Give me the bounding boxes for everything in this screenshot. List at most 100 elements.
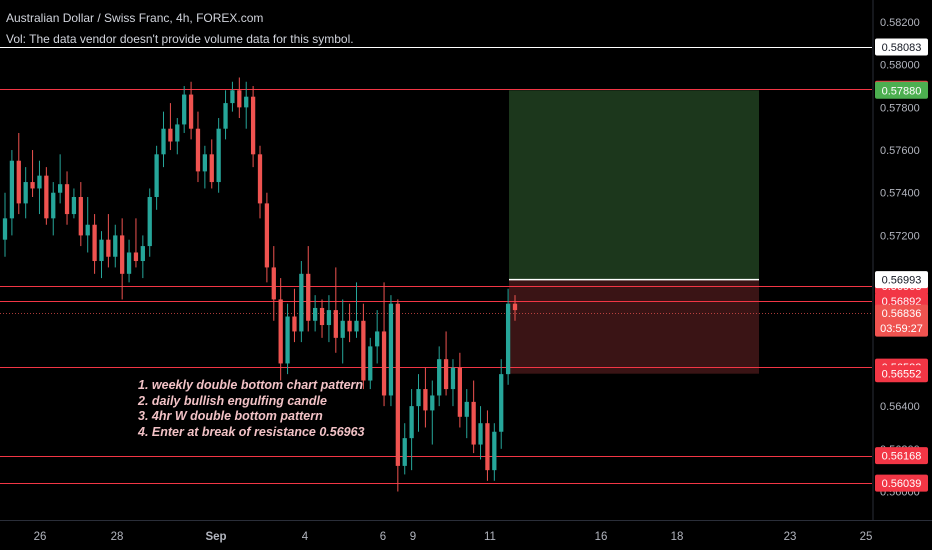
candle — [154, 145, 159, 210]
candle-body — [78, 196, 83, 236]
candle — [512, 295, 518, 321]
candle — [57, 154, 63, 204]
time-axis[interactable]: 26 28 Sep 4 6 9 11 16 18 23 25 — [0, 520, 932, 544]
last-price-box — [875, 304, 928, 337]
candle-body — [278, 299, 283, 364]
candle-body — [430, 395, 435, 411]
price-tick-label: 0.58200 — [880, 17, 920, 29]
candle — [126, 239, 132, 283]
candle-body — [202, 154, 208, 172]
candle — [99, 231, 104, 279]
candle — [333, 267, 338, 353]
candle — [209, 139, 214, 189]
candle-body — [37, 175, 42, 189]
candle — [443, 331, 449, 396]
candle-body — [216, 128, 221, 183]
level-badge-box — [875, 38, 928, 56]
time-tick-label: 9 — [410, 531, 416, 543]
candle — [423, 367, 428, 428]
candle — [457, 352, 463, 428]
candle-body — [312, 307, 318, 321]
time-tick-label: 4 — [302, 531, 309, 543]
candle-body — [381, 331, 387, 396]
candle-body — [57, 184, 63, 193]
candle-body — [409, 406, 414, 439]
candle — [416, 374, 421, 432]
candle-body — [464, 401, 469, 417]
candle — [485, 410, 490, 481]
candle — [175, 118, 180, 155]
level-badge: 0.56168 — [875, 447, 928, 465]
candle — [257, 145, 263, 219]
stop-badge-box — [875, 365, 928, 383]
candle-body — [154, 154, 159, 197]
candle-body — [250, 96, 256, 155]
candle — [381, 282, 387, 407]
candle-body — [140, 246, 145, 262]
entry-badge: 0.56993 — [875, 271, 928, 289]
note-line: 1. weekly double bottom chart pattern — [138, 378, 364, 392]
last-price-badge: 0.56836 03:59:27 — [875, 304, 928, 337]
candle-body — [237, 90, 242, 108]
candle-body — [92, 224, 97, 262]
level-badge-box — [875, 447, 928, 465]
candle-body — [195, 128, 201, 172]
candle — [182, 86, 187, 133]
candle-body — [51, 192, 56, 219]
candle-body — [64, 184, 70, 215]
candle-body — [492, 431, 497, 471]
candle-body — [126, 252, 132, 274]
candle — [161, 111, 166, 168]
candle — [23, 167, 28, 219]
candle-body — [16, 160, 21, 204]
candle-body — [161, 128, 166, 155]
candle-body — [402, 438, 407, 466]
level-badge: 0.56039 — [875, 474, 928, 492]
candle-body — [485, 423, 490, 471]
candle-body — [30, 182, 35, 189]
candle-body — [147, 196, 152, 247]
candle-body — [450, 367, 456, 390]
candle-body — [443, 359, 449, 390]
candle-body — [264, 203, 270, 268]
candle — [437, 346, 442, 407]
candle — [478, 406, 483, 460]
candle — [505, 288, 511, 385]
time-tick-label: Sep — [205, 531, 226, 543]
horizontal-levels — [0, 47, 872, 484]
level-badge-label: 0.56039 — [882, 478, 922, 490]
entry-badge-label: 0.56993 — [882, 275, 922, 287]
candle-body — [499, 374, 504, 432]
candle — [9, 150, 15, 236]
candle-body — [271, 267, 276, 300]
time-tick-label: 25 — [860, 531, 873, 543]
time-tick-label: 6 — [380, 531, 386, 543]
candle-body — [395, 303, 400, 466]
candle — [340, 299, 345, 364]
last-price-label: 0.56836 — [882, 308, 922, 320]
candle-body — [375, 331, 380, 347]
candle-body — [230, 90, 235, 104]
candle — [2, 192, 8, 257]
candle-body — [292, 316, 297, 332]
candle — [30, 150, 35, 197]
time-tick-label: 18 — [671, 531, 684, 543]
candle-body — [257, 154, 263, 204]
candle — [44, 167, 49, 225]
candle-body — [188, 94, 194, 129]
candle-body — [333, 310, 338, 338]
candle — [71, 188, 77, 219]
level-badge: 0.58083 — [875, 38, 928, 56]
chart-title: Australian Dollar / Swiss Franc, 4h, FOR… — [6, 11, 264, 25]
candle — [271, 246, 276, 321]
price-tick-label: 0.57400 — [880, 188, 920, 200]
candle — [195, 111, 201, 183]
candle-body — [182, 94, 187, 125]
candle-body — [505, 303, 511, 375]
candle-body — [361, 320, 366, 381]
candle-body — [437, 359, 442, 396]
position-zones — [509, 90, 759, 374]
time-tick-label: 28 — [111, 531, 124, 543]
